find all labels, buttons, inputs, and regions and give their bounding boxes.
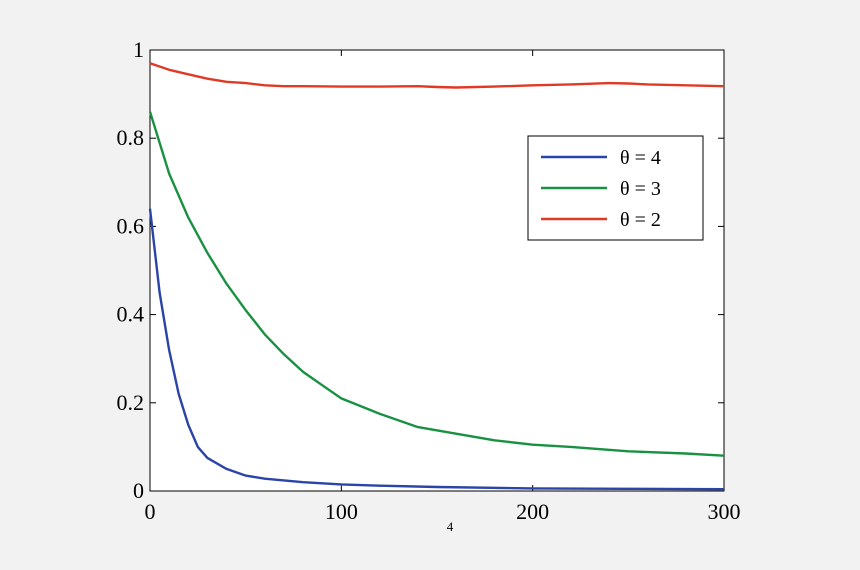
series-lines — [148, 62, 725, 491]
x-tick-labels: 0 100 200 300 — [145, 499, 741, 524]
x-tick-label: 200 — [516, 499, 549, 524]
x-tick-label: 300 — [708, 499, 741, 524]
series-line — [149, 62, 725, 89]
axis-ticks — [149, 49, 725, 492]
plot-area — [149, 49, 725, 492]
y-tick-labels: 0 0.2 0.4 0.6 0.8 1 — [117, 37, 145, 503]
x-tick-label: 0 — [145, 499, 156, 524]
legend-label: θ = 4 — [620, 147, 661, 169]
legend-label: θ = 2 — [620, 209, 661, 231]
y-tick-label: 0.8 — [117, 125, 145, 150]
series-line — [148, 111, 725, 457]
series-line — [148, 208, 725, 491]
x-tick-label: 100 — [325, 499, 358, 524]
y-tick-label: 0.6 — [117, 213, 145, 238]
legend: θ = 4 θ = 3 θ = 2 — [527, 135, 704, 241]
y-tick-label: 0.2 — [117, 390, 145, 415]
y-tick-label: 0.4 — [117, 302, 145, 327]
y-tick-label: 0 — [133, 478, 144, 503]
stray-label: 4 — [447, 519, 454, 534]
y-tick-label: 1 — [133, 37, 144, 62]
legend-label: θ = 3 — [620, 178, 661, 200]
